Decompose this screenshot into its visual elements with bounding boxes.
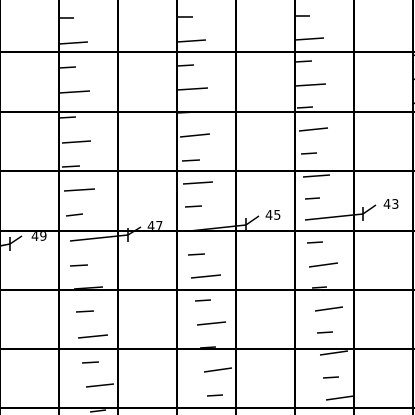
tick-stroke <box>306 241 324 244</box>
tick-stroke <box>308 262 339 268</box>
tick-stroke <box>176 39 207 43</box>
tick-stroke <box>300 152 318 155</box>
tick-stroke <box>294 60 313 63</box>
tick-stroke <box>69 264 89 267</box>
tick-stroke <box>58 116 77 119</box>
tick-stroke <box>58 66 77 69</box>
tick-stroke <box>302 174 331 178</box>
marker-47: 47 <box>69 220 164 242</box>
tick-stroke <box>199 346 217 349</box>
tick-stroke <box>294 83 327 87</box>
tick-stroke <box>176 64 195 67</box>
tick-stroke <box>311 286 328 289</box>
tick-stroke <box>314 306 344 312</box>
tick-stroke <box>190 274 222 279</box>
tick-stroke <box>65 213 84 217</box>
tick-stroke <box>85 383 115 388</box>
tick-stroke <box>196 321 227 326</box>
tick-stroke <box>58 41 89 45</box>
tick-stroke <box>179 133 211 138</box>
tick-stroke <box>63 188 96 192</box>
tick-stroke <box>58 90 91 94</box>
tick-stroke <box>316 331 334 334</box>
tick-stroke <box>298 127 329 132</box>
tick-stroke <box>322 376 340 379</box>
tick-stroke <box>61 165 81 168</box>
tick-stroke <box>81 361 100 364</box>
tick-stroke <box>75 310 95 313</box>
tick-stroke <box>184 205 203 208</box>
marker-label-49: 49 <box>31 230 48 245</box>
marker-43: 43 <box>304 198 400 221</box>
tick-stroke <box>73 286 104 290</box>
tick-stroke <box>181 159 201 162</box>
tick-stroke <box>176 87 209 91</box>
tick-stroke <box>176 111 197 114</box>
tick-stroke <box>77 334 109 339</box>
tick-stroke <box>61 140 92 144</box>
tick-stroke <box>319 350 349 356</box>
tick-marks <box>58 15 415 415</box>
tick-stroke <box>89 409 107 413</box>
marker-label-47: 47 <box>147 220 164 235</box>
tick-stroke <box>296 106 314 109</box>
tick-stroke <box>294 37 325 41</box>
marker-label-43: 43 <box>383 198 400 213</box>
tick-stroke <box>325 395 355 401</box>
marker-49: 49 <box>0 230 48 251</box>
tick-stroke <box>194 299 212 302</box>
marker-45: 45 <box>189 209 282 232</box>
tick-stroke <box>304 197 321 200</box>
tick-stroke <box>187 253 206 256</box>
tick-stroke <box>206 394 224 397</box>
tick-stroke <box>203 367 233 373</box>
marker-label-45: 45 <box>265 209 282 224</box>
tick-stroke <box>182 181 214 185</box>
